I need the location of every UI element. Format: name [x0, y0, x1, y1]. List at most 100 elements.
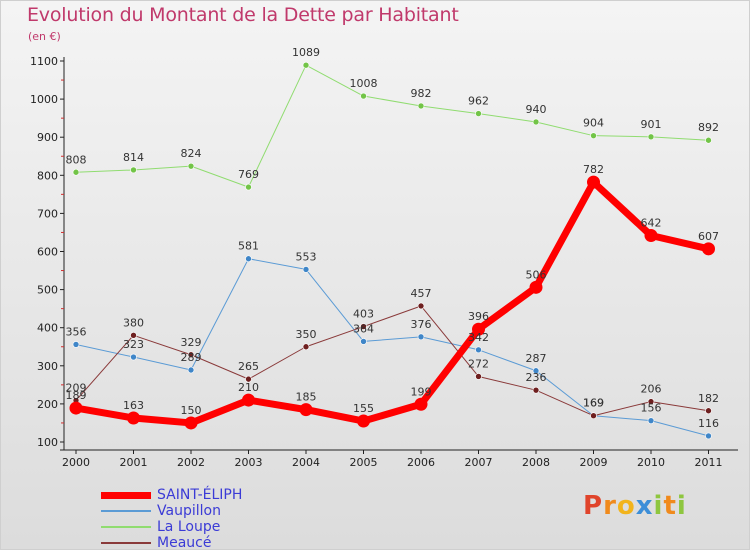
- data-label: 581: [238, 240, 259, 253]
- data-point: [705, 407, 712, 415]
- data-label: 356: [66, 325, 87, 338]
- legend-item: La Loupe: [101, 519, 242, 535]
- x-tick-label: 2007: [465, 456, 493, 469]
- data-label: 163: [123, 399, 144, 412]
- data-point: [414, 397, 428, 411]
- data-point: [417, 302, 425, 310]
- data-point: [472, 322, 485, 336]
- data-point: [647, 398, 655, 405]
- x-tick-label: 2001: [120, 456, 148, 469]
- x-tick-label: 2011: [695, 456, 723, 469]
- data-label: 150: [181, 404, 202, 417]
- data-label: 364: [353, 322, 374, 335]
- data-label: 287: [526, 352, 547, 365]
- legend-item: Meaucé: [101, 535, 242, 551]
- legend-swatch: [101, 526, 151, 528]
- chart-legend: SAINT-ÉLIPH Vaupillon La Loupe Meaucé: [101, 487, 242, 551]
- data-label: 553: [296, 250, 317, 263]
- data-label: 289: [181, 351, 202, 364]
- data-label: 962: [468, 95, 489, 108]
- data-point: [644, 228, 658, 242]
- data-label: 904: [583, 117, 604, 130]
- data-label: 940: [526, 103, 547, 116]
- data-point: [532, 367, 540, 375]
- data-label: 329: [181, 336, 202, 349]
- data-label: 824: [181, 147, 202, 160]
- x-tick-label: 2009: [580, 456, 608, 469]
- data-label: 272: [468, 357, 489, 370]
- data-label: 182: [698, 392, 719, 405]
- data-point: [590, 132, 597, 139]
- data-label: 403: [353, 308, 374, 321]
- data-label: 342: [468, 331, 489, 344]
- data-label: 376: [411, 318, 432, 331]
- y-tick-label: 900: [37, 131, 58, 144]
- data-point: [245, 255, 252, 263]
- data-label: 457: [411, 287, 432, 300]
- x-tick-label: 2000: [62, 456, 90, 469]
- data-point: [705, 136, 712, 144]
- data-point: [72, 341, 80, 348]
- data-point: [72, 168, 80, 176]
- data-point: [302, 343, 310, 351]
- y-tick-label: 700: [37, 207, 58, 220]
- data-point: [184, 416, 198, 430]
- proxiti-logo: Proxiti: [583, 491, 687, 521]
- logo-letter: P: [583, 491, 604, 521]
- logo-letter: x: [635, 491, 654, 521]
- data-label: 169: [583, 397, 604, 410]
- data-label: 901: [641, 118, 662, 131]
- data-label: 236: [526, 371, 547, 384]
- x-tick-label: 2004: [292, 456, 320, 469]
- data-point: [647, 133, 655, 141]
- legend-swatch: [101, 491, 151, 499]
- x-tick-label: 2006: [407, 456, 435, 469]
- data-point: [360, 338, 367, 345]
- data-point: [245, 375, 252, 383]
- data-point: [587, 175, 600, 189]
- legend-swatch: [101, 510, 151, 512]
- x-tick-label: 2008: [522, 456, 550, 469]
- y-tick-label: 800: [37, 169, 58, 182]
- legend-item: SAINT-ÉLIPH: [101, 487, 242, 503]
- data-point: [647, 417, 655, 424]
- logo-letter: i: [653, 491, 664, 521]
- data-point: [529, 280, 543, 294]
- data-label: 982: [411, 87, 432, 100]
- data-label: 607: [698, 230, 719, 243]
- y-tick-label: 600: [37, 246, 58, 259]
- data-point: [130, 332, 137, 339]
- legend-label: SAINT-ÉLIPH: [157, 487, 243, 503]
- data-point: [475, 373, 482, 380]
- x-tick-label: 2005: [350, 456, 378, 469]
- series-line: [75, 64, 709, 188]
- data-label: 210: [238, 381, 259, 394]
- chart-title: Evolution du Montant de la Dette par Hab…: [27, 4, 459, 26]
- data-label: 396: [468, 310, 489, 323]
- data-label: 185: [296, 391, 317, 404]
- series-line: [75, 258, 709, 437]
- x-tick-label: 2010: [637, 456, 665, 469]
- data-label: 769: [238, 168, 259, 181]
- legend-label: Vaupillon: [157, 503, 221, 519]
- data-label: 156: [641, 402, 662, 415]
- logo-letter: r: [603, 491, 617, 521]
- data-label: 506: [526, 268, 547, 281]
- data-label: 782: [583, 163, 604, 176]
- legend-label: Meaucé: [157, 535, 212, 551]
- data-label: 1008: [350, 77, 378, 90]
- data-point: [357, 414, 370, 428]
- series-line: [72, 178, 712, 427]
- data-point: [127, 411, 140, 425]
- data-label: 380: [123, 316, 144, 329]
- data-label: 189: [66, 389, 87, 402]
- x-tick-label: 2003: [235, 456, 263, 469]
- data-label: 116: [698, 417, 719, 430]
- data-label: 323: [123, 338, 144, 351]
- y-tick-label: 100: [37, 436, 58, 449]
- data-point: [417, 333, 425, 341]
- data-point: [705, 432, 712, 440]
- data-point: [302, 266, 310, 273]
- chart-unit-label: (en €): [28, 30, 61, 43]
- data-point: [245, 183, 252, 191]
